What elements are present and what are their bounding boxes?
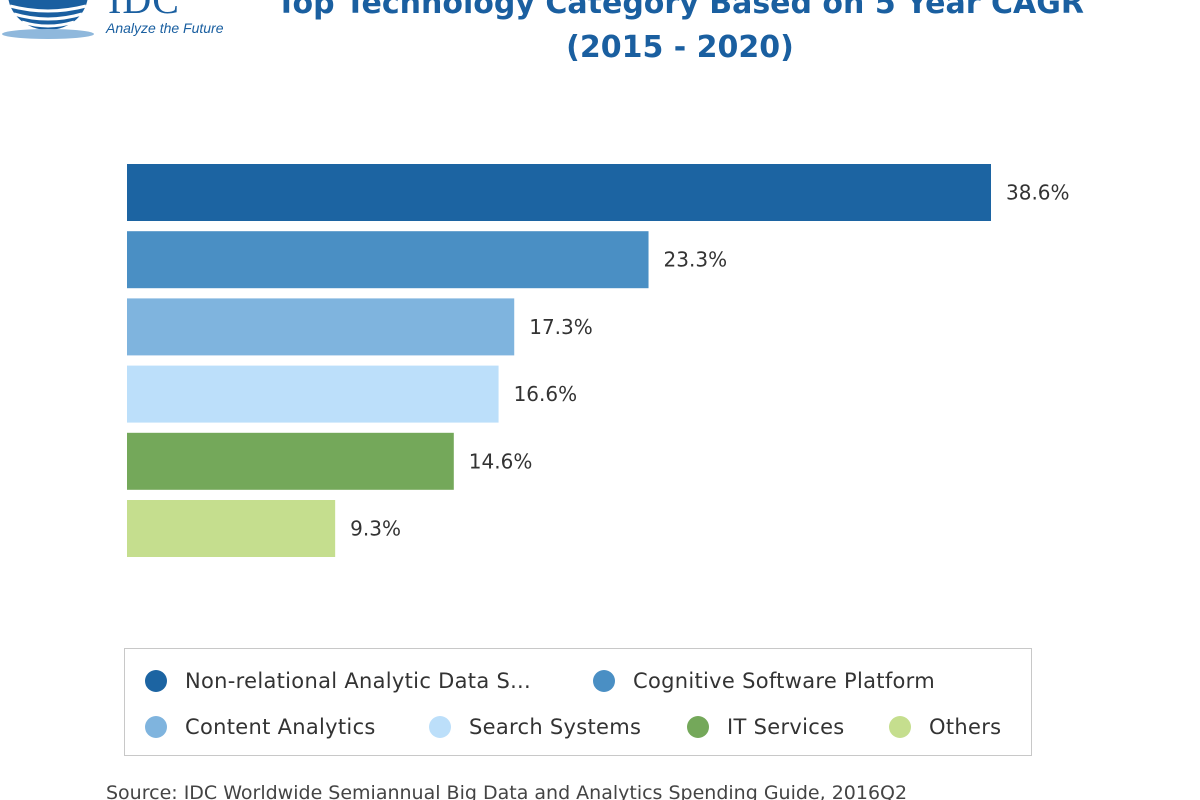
source-note: Source: IDC Worldwide Semiannual Big Dat… — [106, 782, 908, 800]
legend-label: Cognitive Software Platform — [633, 669, 935, 693]
bar-value-label-6: 9.3% — [350, 517, 401, 541]
legend-label: Search Systems — [469, 715, 642, 739]
bar-3 — [127, 298, 515, 356]
legend-item: Non-relational Analytic Data S... — [145, 669, 531, 693]
legend-item: Content Analytics — [145, 715, 376, 739]
legend-swatch-icon — [145, 670, 167, 692]
chart-legend: Non-relational Analytic Data S... Cogniti… — [124, 648, 1032, 756]
bar-value-label-1: 38.6% — [1006, 181, 1070, 205]
legend-item: IT Services — [687, 715, 845, 739]
chart-title: Top Technology Category Based on 5 Year … — [276, 0, 1084, 65]
bar-value-label-5: 14.6% — [469, 449, 533, 473]
bar-5 — [127, 432, 454, 490]
bar-value-label-3: 17.3% — [529, 315, 593, 339]
legend-item: Others — [889, 715, 1001, 739]
bar-1 — [127, 164, 991, 221]
legend-swatch-icon — [593, 670, 615, 692]
legend-label: Content Analytics — [185, 715, 376, 739]
bars-group — [127, 164, 991, 557]
legend-label: Non-relational Analytic Data S... — [185, 669, 532, 693]
globe-icon — [2, 0, 94, 39]
bar-chart: 38.6% 23.3% 17.3% 16.6% 14.6% 9.3% — [127, 164, 1070, 557]
legend-swatch-icon — [145, 716, 167, 738]
bar-value-label-4: 16.6% — [514, 382, 578, 406]
idc-logo: IDC Analyze the Future — [0, 0, 250, 44]
legend-swatch-icon — [889, 716, 911, 738]
logo-tagline: Analyze the Future — [106, 20, 224, 36]
legend-swatch-icon — [429, 716, 451, 738]
legend-item: Cognitive Software Platform — [593, 669, 935, 693]
bar-2 — [127, 231, 649, 289]
legend-swatch-icon — [687, 716, 709, 738]
legend-label: IT Services — [727, 715, 845, 739]
bar-value-label-2: 23.3% — [664, 248, 728, 272]
value-labels-group: 38.6% 23.3% 17.3% 16.6% 14.6% 9.3% — [350, 181, 1069, 541]
bar-4 — [127, 365, 499, 423]
bar-6 — [127, 500, 336, 557]
logo-wordmark: IDC — [108, 0, 180, 20]
legend-item: Search Systems — [429, 715, 641, 739]
legend-label: Others — [929, 715, 1002, 739]
